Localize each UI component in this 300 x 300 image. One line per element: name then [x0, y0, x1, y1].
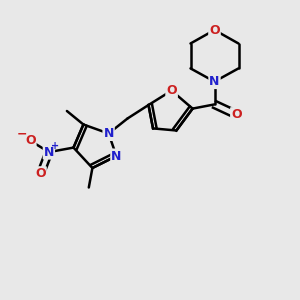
Text: O: O — [231, 108, 242, 121]
Text: N: N — [111, 149, 122, 163]
Text: O: O — [166, 84, 177, 97]
Text: +: + — [51, 140, 60, 151]
Text: −: − — [17, 128, 27, 141]
Text: O: O — [25, 134, 36, 147]
Text: N: N — [209, 75, 220, 88]
Text: N: N — [103, 127, 114, 140]
Text: O: O — [209, 23, 220, 37]
Text: N: N — [44, 146, 54, 159]
Text: O: O — [35, 167, 46, 180]
